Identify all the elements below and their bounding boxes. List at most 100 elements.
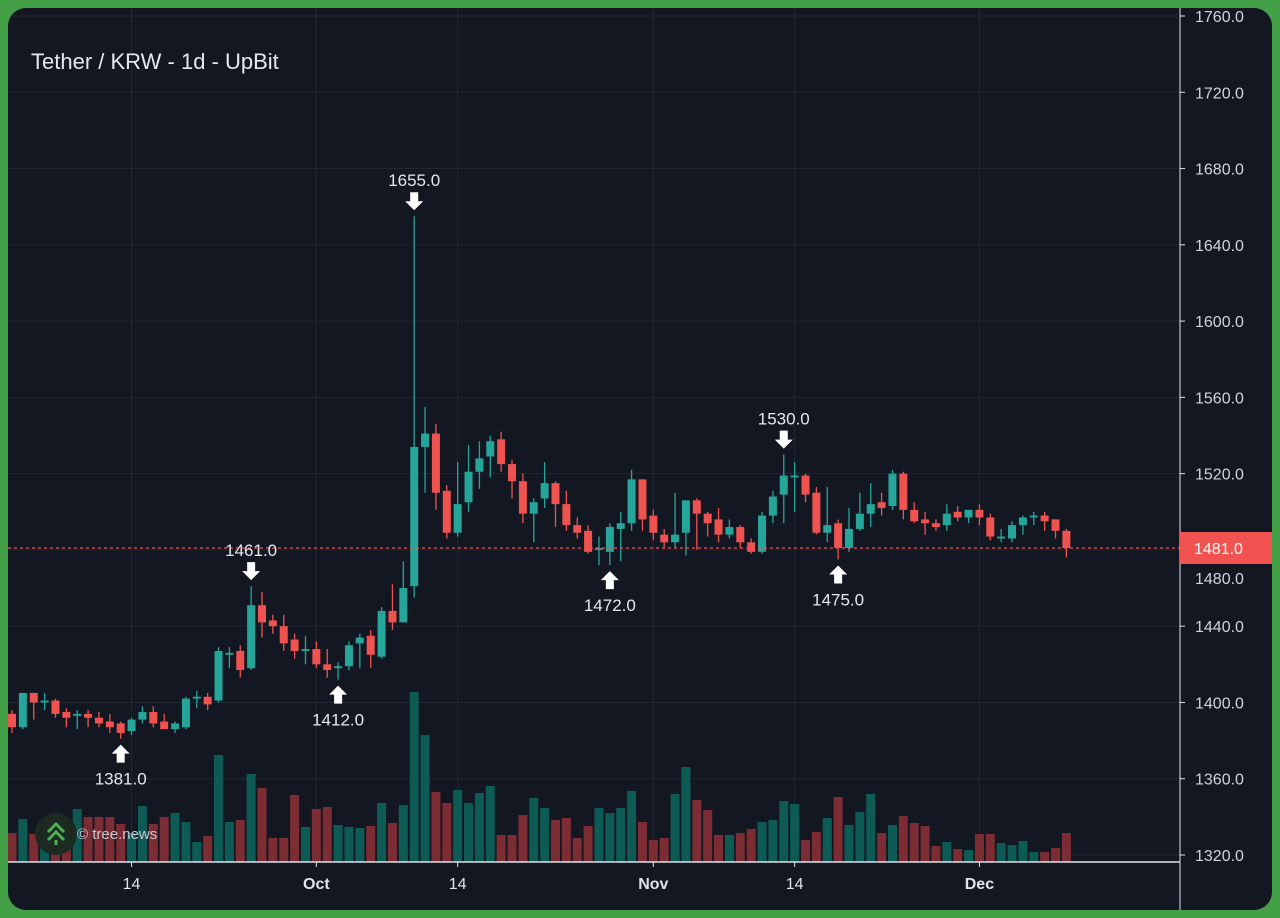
candle-down [584,530,593,552]
candle-up [18,692,27,728]
candle-down [551,483,560,505]
candle-down [649,515,658,533]
volume-bar [148,824,158,862]
volume-bar [746,829,756,862]
candle-up [594,548,603,550]
volume-bar [714,835,724,862]
candle-up [671,534,680,543]
candle-up [866,504,875,514]
volume-bar [572,838,582,862]
candle-down [692,500,701,514]
volume-bar [8,833,17,862]
volume-bar [974,834,984,862]
candlestick-chart[interactable]: 1760.0 1720.0 1680.0 1640.0 1600.0 1560.0 1520… [8,8,1272,910]
volume-bar [398,805,408,862]
candle-down [714,519,723,535]
volume-bar [931,846,941,862]
volume-bar [344,827,354,862]
candle-down [8,713,16,728]
volume-bar [866,794,876,862]
candle-down [899,473,908,510]
volume-bar [964,850,974,862]
candle-down [1051,519,1060,531]
volume-bar [137,806,147,862]
volume-bar [909,823,919,862]
candle-down [323,664,332,671]
volume-bar [670,794,680,862]
volume-bar [1007,845,1017,862]
candle-up [344,645,353,667]
candle-up [377,610,386,657]
volume-bar [811,832,821,862]
price-tick-label: 1720.0 [1195,85,1244,102]
candle-down [312,649,321,665]
volume-bar [322,807,332,862]
candle-up [529,502,538,514]
candle-up [997,536,1006,539]
high-price-label: 1461.0 [225,541,277,560]
candle-up [475,458,484,472]
arrow-up-icon [329,685,348,704]
price-tick-label: 1600.0 [1195,314,1244,331]
volume-bar [637,822,647,862]
volume-bar [648,840,658,862]
volume-bar [1040,852,1050,862]
volume-bar [768,820,778,862]
price-tick-label: 1760.0 [1195,9,1244,26]
candle-down [203,696,212,705]
volume-bar [72,809,82,862]
volume-bar [290,795,300,862]
arrow-up-icon [111,744,130,763]
low-price-label: 1472.0 [584,596,636,615]
candle-up [844,528,853,549]
time-tick-label: 14 [449,876,467,893]
candle-down [703,513,712,524]
arrow-up-icon [600,571,619,590]
candle-down [497,439,506,465]
candle-up [681,500,690,533]
time-tick-label: 14 [123,876,141,893]
volume-bar [116,824,126,862]
candle-up [1029,515,1038,518]
price-tick-label: 1440.0 [1195,619,1244,636]
candle-up [192,696,201,699]
candle-up [410,446,419,587]
arrow-down-icon [242,562,261,581]
candle-down [290,639,299,651]
volume-bar [387,823,397,862]
volume-bar [474,793,484,862]
volume-bar [1018,841,1028,862]
price-tick-label: 1520.0 [1195,467,1244,484]
low-price-label: 1412.0 [312,711,364,730]
volume-bar [377,803,387,862]
volume-bar [627,791,637,862]
volume-bar [529,798,539,862]
candle-up [823,525,832,533]
candle-up [355,637,364,644]
candle-down [431,433,440,493]
last-price-label: 1481.0 [1194,541,1243,558]
volume-bar [877,833,887,862]
volume-bar [790,804,800,862]
candle-up [1008,525,1017,539]
price-tick-label: 1360.0 [1195,772,1244,789]
candle-up [127,719,136,732]
candle-down [366,635,375,655]
tree-news-logo [35,813,77,855]
candle-up [453,504,462,533]
volume-bar [920,826,930,862]
candle-up [627,479,636,524]
chart-panel: 1760.0 1720.0 1680.0 1640.0 1600.0 1560.0 1520… [8,8,1272,910]
volume-bar [1051,848,1061,862]
volume-bar [333,825,343,862]
candle-up [181,698,190,728]
volume-bar [420,735,430,862]
volume-bar [985,834,995,862]
volume-bar [594,808,604,862]
volume-bar [561,818,571,862]
volume-bar [942,842,952,862]
volume-bar [29,834,39,862]
volume-bar [94,817,104,862]
candle-down [573,525,582,533]
time-tick-label: Dec [965,876,994,893]
